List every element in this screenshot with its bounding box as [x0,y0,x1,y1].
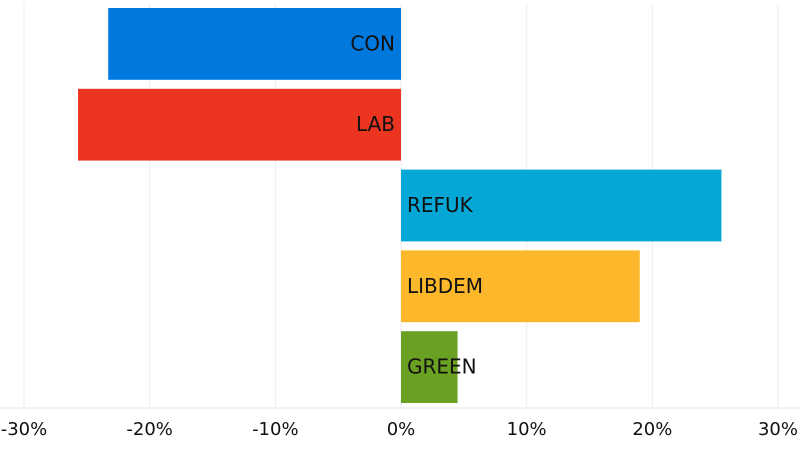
bar [401,250,640,323]
x-tick-label: 30% [758,419,798,440]
category-label: LIBDEM [407,274,483,298]
x-tick-label: -10% [252,419,299,440]
x-tick-label: 10% [507,419,547,440]
category-label: LAB [356,112,395,136]
category-label: CON [350,31,395,55]
category-label: GREEN [407,355,477,379]
category-label: REFUK [407,193,474,217]
x-tick-label: -20% [126,419,173,440]
x-tick-label: -30% [1,419,48,440]
bar [108,8,402,80]
bar [401,169,722,242]
x-tick-label: 20% [632,419,672,440]
bar [401,331,458,403]
x-tick-label: 0% [387,419,416,440]
bar [78,88,401,161]
